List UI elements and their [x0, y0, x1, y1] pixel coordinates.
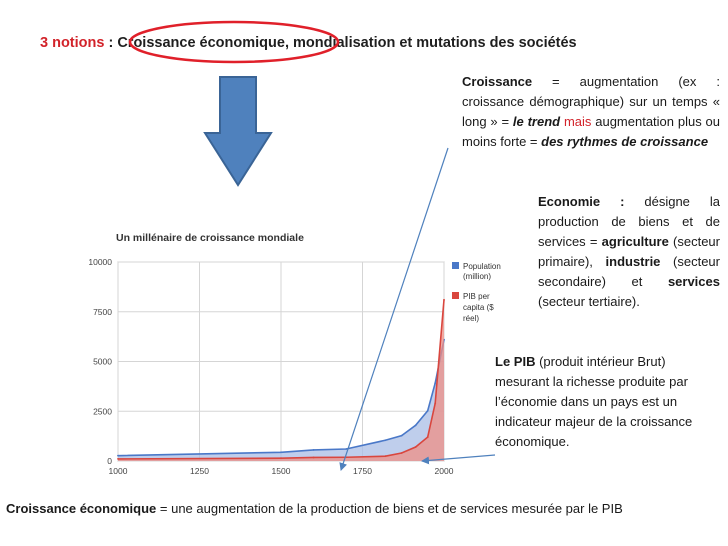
data-point — [117, 458, 119, 460]
y-tick-label: 2500 — [93, 406, 112, 416]
data-point — [312, 449, 315, 451]
legend-label: PIB per — [463, 292, 490, 301]
y-axis-ticks: 0 2500 5000 7500 10000 — [88, 257, 112, 466]
legend-label: Population — [463, 262, 501, 271]
pib-definition: Le PIB (produit intérieur Brut) mesurant… — [495, 352, 720, 452]
y-tick-label: 10000 — [88, 257, 112, 267]
chart-legend: Population(million) PIB per capita ($ réel) — [452, 262, 501, 323]
croissance-definition: Croissance = augmentation (ex : croissan… — [462, 72, 720, 152]
highlight-ellipse — [128, 20, 340, 64]
data-point — [414, 446, 417, 448]
data-point — [345, 456, 348, 459]
economie-text-3: (secteur secondaire) et — [538, 254, 720, 289]
bottom-text: = une augmentation de la production de b… — [156, 501, 623, 516]
data-point — [426, 409, 429, 412]
data-point — [117, 454, 119, 457]
legend-label: (million) — [463, 272, 491, 281]
croissance-term: Croissance — [462, 74, 533, 89]
pib-term: Le PIB — [495, 354, 536, 369]
data-point — [434, 382, 437, 384]
legend-swatch-pib — [452, 292, 459, 299]
services-term: services — [667, 274, 720, 289]
trend-term: le trend — [512, 114, 561, 129]
data-point — [345, 448, 348, 450]
title-rest: : Croissance économique, mondialisation … — [104, 35, 577, 51]
x-tick-label: 1250 — [190, 466, 209, 476]
data-point — [434, 402, 437, 405]
y-tick-label: 0 — [107, 456, 112, 466]
down-arrow-icon — [203, 76, 273, 187]
economie-text-2: (secteur primaire), — [538, 234, 720, 269]
mais-word: mais — [560, 114, 596, 129]
economie-text-1: désigne la production de biens et de ser… — [538, 194, 720, 249]
croissance-text-2: augmentation plus ou moins forte = — [462, 114, 720, 149]
agriculture-term: agriculture — [601, 234, 669, 249]
pib-text: (produit intérieur Brut) mesurant la ric… — [495, 354, 693, 449]
data-point — [414, 424, 417, 427]
rythmes-term: des rythmes de croissance — [541, 134, 709, 149]
croissance-text-1: = augmentation (ex : croissance démograp… — [462, 74, 720, 129]
chart-title: Un millénaire de croissance mondiale — [116, 232, 304, 244]
x-tick-label: 1750 — [353, 466, 372, 476]
legend-label: réel) — [463, 314, 479, 323]
economie-text-4: (secteur tertiaire). — [538, 294, 640, 309]
data-point — [426, 436, 429, 438]
data-point — [400, 452, 403, 454]
data-point — [280, 457, 282, 460]
bottom-term: Croissance économique — [6, 501, 157, 516]
legend-swatch-population — [452, 262, 459, 269]
data-point — [312, 456, 315, 459]
economie-definition: Economie : désigne la production de bien… — [538, 192, 720, 312]
legend-label: capita ($ — [463, 303, 494, 312]
x-tick-label: 1500 — [272, 466, 291, 476]
slide-title: 3 notions : Croissance économique, mondi… — [40, 35, 577, 51]
y-tick-label: 5000 — [93, 357, 112, 367]
data-point — [443, 298, 445, 301]
bottom-definition: Croissance économique = une augmentation… — [6, 499, 718, 519]
growth-chart: Un millénaire de croissance mondiale 0 25… — [88, 232, 501, 476]
title-number: 3 notions — [40, 35, 105, 51]
data-point — [280, 451, 282, 454]
industrie-term: industrie — [605, 254, 661, 269]
y-tick-label: 7500 — [93, 307, 112, 317]
x-axis-ticks: 1000 1250 1500 1750 2000 — [109, 466, 454, 476]
data-point — [400, 434, 403, 437]
economie-term: Economie : — [538, 194, 625, 209]
x-tick-label: 2000 — [435, 466, 454, 476]
data-point — [384, 455, 387, 458]
data-point — [384, 439, 387, 442]
x-tick-label: 1000 — [109, 466, 128, 476]
chart-grid — [117, 261, 445, 462]
